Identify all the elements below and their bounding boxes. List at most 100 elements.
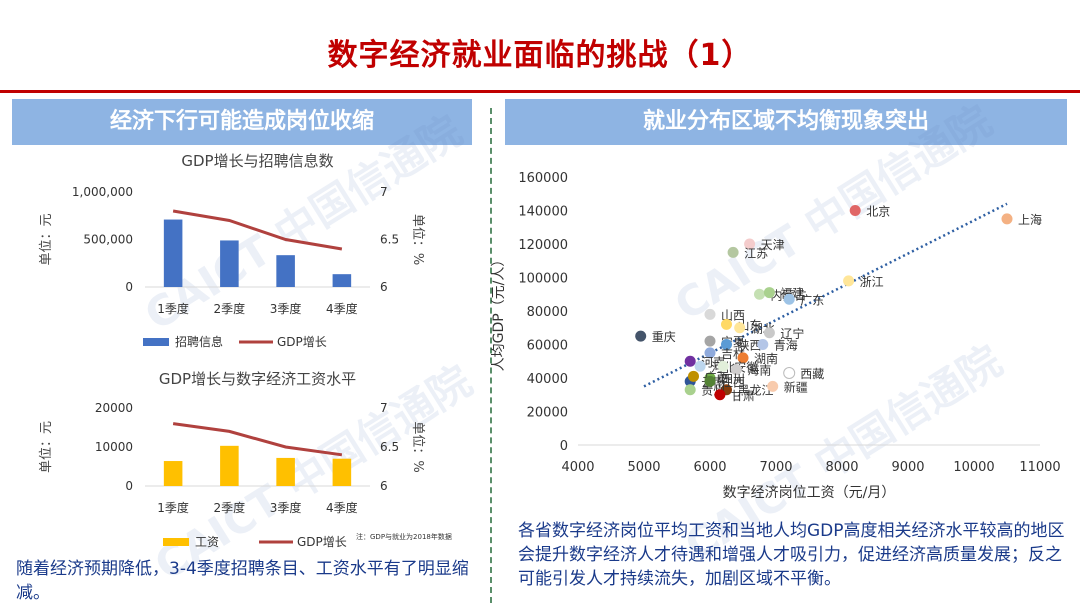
y2-tick-label: 6.5	[380, 440, 399, 454]
y-tick-label: 100000	[518, 272, 568, 287]
scatter-point	[721, 318, 732, 330]
left-caption: 随着经济预期降低，3-4季度招聘条目、工资水平有了明显缩减。	[16, 559, 469, 603]
scatter-point	[783, 366, 796, 379]
scatter-point	[694, 360, 706, 372]
point-label: 湖南	[754, 351, 778, 366]
x-tick-label: 9000	[891, 460, 924, 475]
y2-tick-label: 7	[380, 401, 388, 415]
y-tick-label: 60000	[527, 339, 568, 354]
right-caption: 各省数字经济岗位平均工资和当地人均GDP高度相关经济水平较高的地区会提升数字经济…	[518, 521, 1065, 589]
y2-axis-label: 单位：%	[410, 421, 425, 472]
chart-title: GDP增长与招聘信息数	[181, 152, 333, 170]
point-label: 新疆	[784, 379, 808, 394]
x-tick-label: 4季度	[326, 301, 358, 316]
point-label: 辽宁	[780, 326, 804, 341]
scatter-point	[704, 335, 716, 347]
point-label: 上海	[1018, 212, 1042, 227]
scatter-point	[727, 246, 739, 258]
scatter-point	[721, 339, 732, 350]
legend-swatch	[163, 538, 189, 546]
scatter-point	[1001, 213, 1013, 225]
legend-label: GDP增长	[297, 535, 347, 549]
point-label: 浙江	[860, 275, 884, 289]
x-tick-label: 10000	[953, 460, 994, 475]
y-axis-label: 人均GDP（元/人）	[491, 253, 507, 372]
scatter-point	[730, 364, 742, 376]
bar	[220, 240, 239, 287]
point-label: 北京	[866, 205, 890, 219]
scatter-point	[704, 308, 716, 320]
y-tick-label: 160000	[518, 171, 568, 186]
x-axis-label: 数字经济岗位工资（元/月）	[723, 485, 896, 501]
scatter-point	[754, 288, 765, 300]
bar	[276, 457, 295, 486]
bar	[332, 458, 352, 486]
y2-axis-label: 单位：%	[410, 214, 425, 265]
x-tick-label: 6000	[693, 460, 726, 475]
scatter-point	[688, 370, 699, 382]
y-tick-label: 20000	[527, 406, 568, 421]
point-label: 海南	[747, 363, 771, 378]
x-tick-label: 11000	[1019, 460, 1060, 475]
scatter-point	[704, 375, 716, 387]
point-label: 重庆	[652, 330, 676, 344]
point-label: 陕西	[738, 338, 762, 353]
y2-tick-label: 6	[380, 280, 388, 294]
bar	[332, 274, 352, 287]
y-tick-label: 40000	[527, 372, 568, 387]
x-tick-label: 4季度	[326, 500, 358, 515]
y-axis-label: 单位：元	[39, 421, 54, 473]
scatter-point	[763, 287, 775, 299]
y-tick-label: 140000	[518, 205, 568, 220]
scatter-point	[744, 238, 756, 250]
scatter-point	[717, 360, 729, 372]
scatter-point	[684, 355, 696, 367]
y-tick-label: 1,000,000	[72, 185, 133, 199]
point-label: 黑龙江	[738, 384, 774, 398]
scatter-point	[767, 380, 779, 392]
y-tick-label: 0	[560, 439, 568, 454]
scatter-point	[757, 339, 769, 350]
y-tick-label: 500,000	[83, 233, 133, 247]
y-tick-label: 120000	[518, 238, 568, 253]
scatter-point	[783, 293, 795, 305]
x-tick-label: 1季度	[157, 500, 189, 515]
section-divider	[490, 108, 492, 603]
scatter-point	[635, 330, 647, 342]
y2-tick-label: 6	[380, 479, 388, 493]
page-title: 数字经济就业面临的挑战（1）	[327, 38, 753, 73]
right-section-header: 就业分布区域不均衡现象突出	[505, 99, 1067, 145]
x-tick-label: 3季度	[270, 500, 302, 515]
point-label: 青海	[774, 338, 798, 353]
point-label: 西藏	[800, 367, 824, 381]
gdp-growth-line	[172, 209, 343, 251]
point-label: 天津	[761, 238, 785, 252]
point-label: 江西	[721, 375, 745, 389]
bar	[276, 255, 295, 287]
y-tick-label: 20000	[95, 401, 133, 415]
y-tick-label: 0	[125, 280, 133, 294]
scatter-point	[684, 384, 696, 396]
scatter-point	[843, 275, 855, 287]
point-label: 四川	[721, 372, 745, 386]
point-label: 山西	[721, 308, 745, 322]
data-note: 注：GDP与就业为2018年数据	[356, 533, 452, 541]
scatter-point	[737, 352, 749, 364]
trend-line	[643, 202, 1008, 388]
x-tick-label: 2季度	[214, 500, 246, 515]
x-tick-label: 8000	[825, 460, 858, 475]
title-underline	[0, 90, 1080, 93]
left-section-header: 经济下行可能造成岗位收缩	[12, 99, 472, 145]
x-tick-label: 2季度	[214, 301, 246, 316]
x-tick-label: 7000	[759, 460, 792, 475]
chart-title: GDP增长与数字经济工资水平	[159, 370, 356, 388]
point-label: 江苏	[744, 246, 768, 260]
scatter-point	[714, 389, 726, 401]
bar	[163, 219, 183, 287]
scatter-point	[763, 327, 775, 339]
y-tick-label: 10000	[95, 440, 133, 454]
scatter-point	[704, 347, 716, 359]
y-tick-label: 80000	[527, 305, 568, 320]
x-tick-label: 5000	[627, 460, 660, 475]
